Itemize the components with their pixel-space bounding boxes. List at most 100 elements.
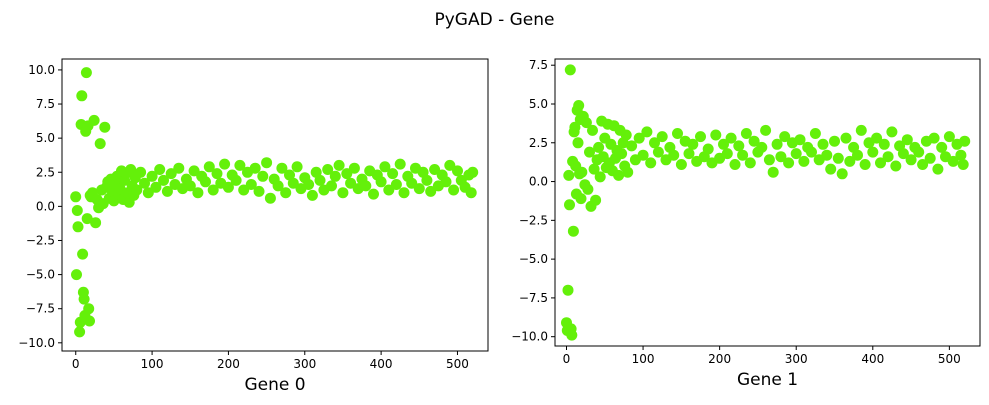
data-point <box>200 176 211 188</box>
y-tick-label: −5.0 <box>519 252 548 266</box>
scatter-plot-gene-1: 0 100 200 300 400 500 −10.0 −7.5 −5.0 −2.5 0.0 2.5 5… <box>511 58 981 390</box>
y-tick-label: 5.0 <box>36 131 55 145</box>
data-point <box>809 128 821 139</box>
x-tick-label: 300 <box>293 357 316 371</box>
data-point <box>959 135 971 147</box>
y-tick-label: 7.5 <box>529 58 548 72</box>
data-point <box>429 164 441 175</box>
y-tick-label: 2.5 <box>36 165 55 179</box>
x-tick-label: 0 <box>563 352 571 366</box>
x-tick-label: 0 <box>72 357 80 371</box>
data-point <box>81 213 93 225</box>
data-point <box>668 149 680 161</box>
data-point <box>573 100 585 111</box>
data-point <box>613 169 625 181</box>
data-point <box>955 149 967 161</box>
data-point <box>90 217 102 229</box>
data-point <box>314 174 326 186</box>
data-point <box>590 194 602 206</box>
data-point <box>687 138 699 150</box>
data-point <box>326 180 337 192</box>
data-point <box>368 188 379 200</box>
data-point <box>421 174 433 186</box>
data-point <box>398 187 410 199</box>
data-point <box>783 157 795 169</box>
data-point <box>588 163 600 175</box>
data-point <box>905 154 917 166</box>
data-point <box>913 146 925 158</box>
data-point <box>683 148 695 160</box>
data-point <box>146 170 158 182</box>
data-point <box>852 149 863 161</box>
data-point <box>203 161 215 173</box>
data-point <box>383 184 395 196</box>
data-point <box>280 187 292 199</box>
data-point <box>348 162 360 174</box>
data-point <box>756 141 768 153</box>
data-point <box>943 131 955 143</box>
data-point <box>760 124 772 136</box>
data-point <box>238 184 250 196</box>
data-point <box>337 187 349 199</box>
data-point <box>616 148 628 160</box>
data-point <box>652 146 664 158</box>
data-point <box>70 191 82 203</box>
data-point <box>817 138 829 150</box>
data-point <box>675 159 687 170</box>
data-point <box>806 146 817 158</box>
y-tick-label: 10.0 <box>28 63 55 77</box>
data-point <box>413 183 425 195</box>
x-axis-label: Gene 0 <box>244 375 305 395</box>
y-tick-label: −2.5 <box>26 233 55 247</box>
data-point <box>821 149 833 161</box>
data-point <box>345 177 357 189</box>
data-point <box>303 179 315 190</box>
data-point <box>360 180 372 192</box>
y-tick-label: 0.0 <box>36 199 55 213</box>
y-tick-label: 7.5 <box>36 97 55 111</box>
data-point <box>626 140 638 152</box>
y-tick-label: 2.5 <box>529 136 548 150</box>
data-point <box>165 168 177 180</box>
data-point <box>379 161 391 173</box>
data-point <box>740 128 752 139</box>
y-tick-label: −10.0 <box>18 336 55 350</box>
data-point <box>924 152 936 164</box>
data-point <box>763 154 775 166</box>
data-point <box>291 161 303 173</box>
x-tick-label: 500 <box>938 352 961 366</box>
data-point <box>253 185 265 197</box>
data-point <box>219 158 231 170</box>
data-point <box>584 146 595 158</box>
data-point <box>139 177 150 189</box>
data-point <box>775 151 787 163</box>
data-point <box>567 225 579 237</box>
data-point <box>150 181 162 193</box>
data-point <box>563 169 575 181</box>
data-point <box>718 138 729 150</box>
data-point <box>641 126 653 138</box>
data-point <box>83 303 95 315</box>
y-tick-label: −5.0 <box>26 268 55 282</box>
plot-frame <box>554 58 981 347</box>
y-tick-label: 5.0 <box>529 97 548 111</box>
data-point <box>440 176 452 188</box>
data-point <box>222 181 234 193</box>
data-point <box>452 165 463 177</box>
data-point <box>580 117 592 129</box>
data-point <box>192 187 204 199</box>
data-point <box>322 164 334 175</box>
data-point <box>72 221 84 233</box>
y-tick-label: −7.5 <box>26 302 55 316</box>
data-point <box>71 205 83 216</box>
data-point <box>329 170 341 182</box>
data-point <box>94 138 106 150</box>
data-point <box>825 163 837 175</box>
data-point <box>387 168 399 180</box>
x-tick-label: 200 <box>708 352 731 366</box>
data-point <box>859 159 871 170</box>
data-point <box>620 129 632 141</box>
y-tick-label: −2.5 <box>519 213 548 227</box>
x-tick-label: 100 <box>632 352 655 366</box>
